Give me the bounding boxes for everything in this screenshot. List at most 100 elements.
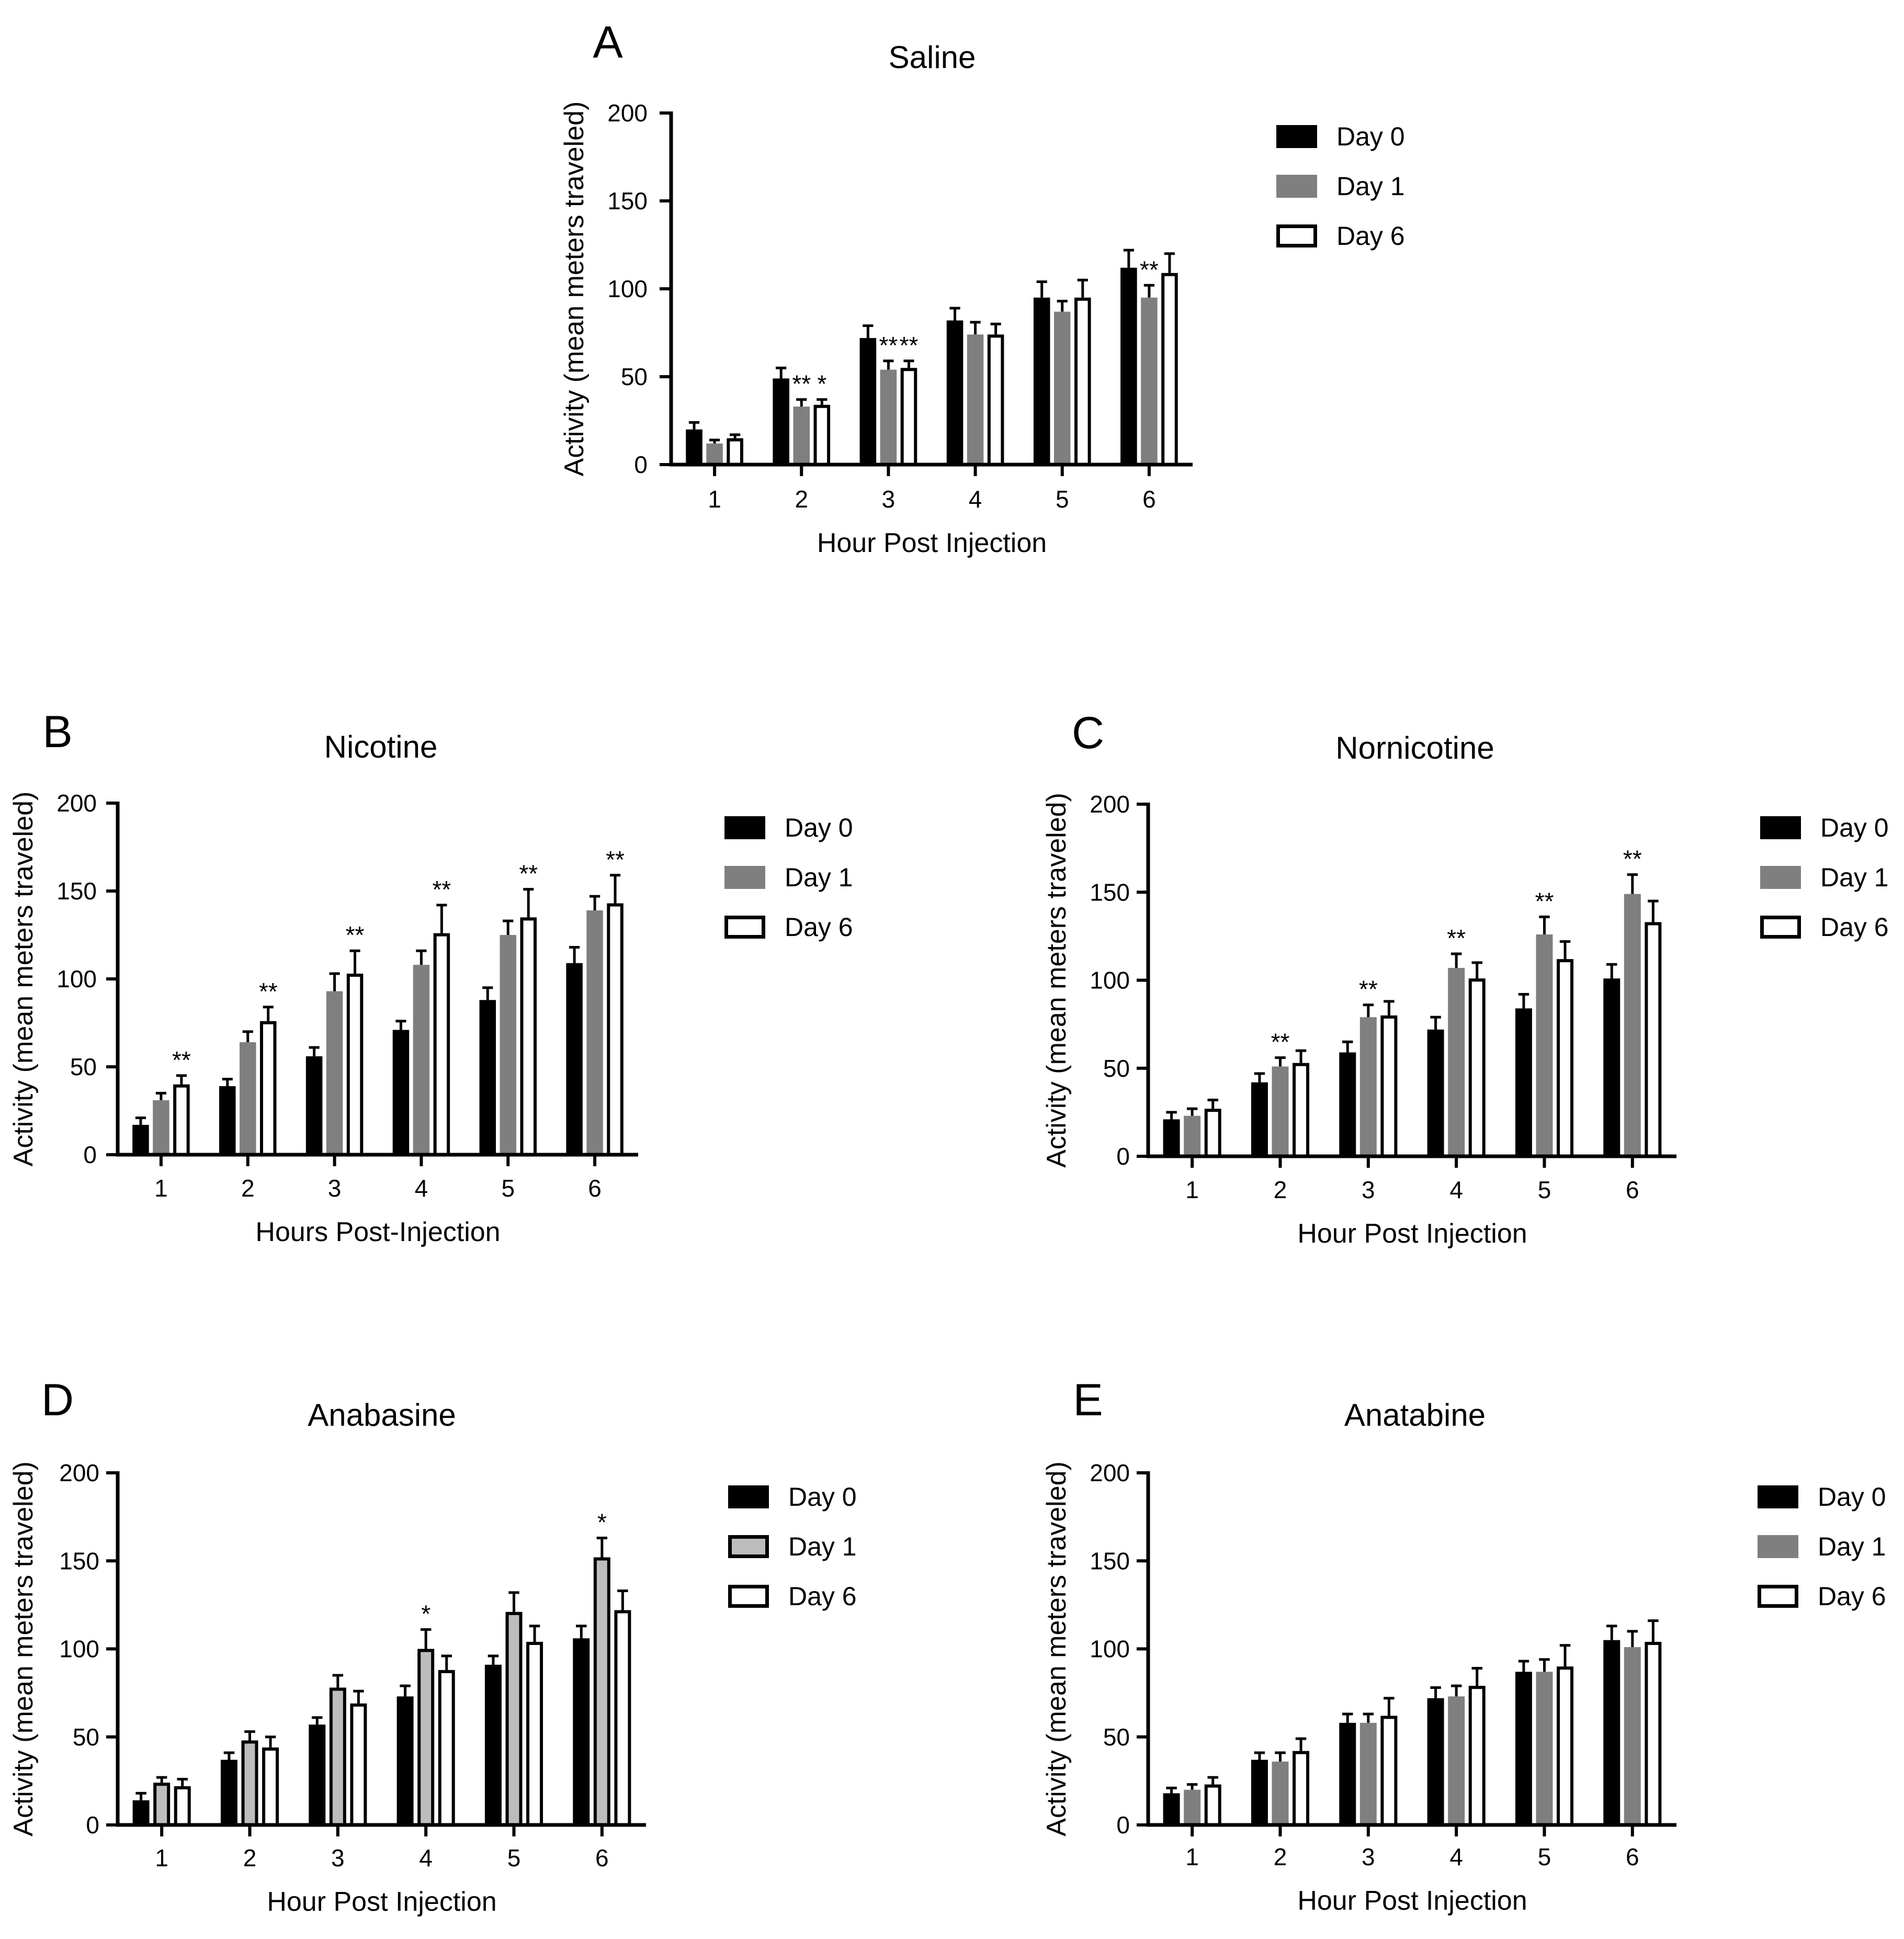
significance-marker: ** — [432, 876, 451, 903]
bar-day-0-hour-2 — [219, 1086, 236, 1155]
bar-day-6-hour-4 — [433, 933, 450, 1156]
chart-title: Anatabine — [1344, 1397, 1486, 1433]
y-tick-label: 200 — [1090, 791, 1130, 818]
chart-title: Saline — [889, 40, 976, 75]
bar-day-0-hour-1 — [1163, 1793, 1180, 1825]
significance-marker: ** — [1140, 256, 1159, 283]
bar-day-6-hour-2 — [262, 1747, 279, 1827]
x-tick-label: 5 — [507, 1844, 521, 1872]
bar-day-6-hour-5 — [520, 917, 537, 1157]
x-tick-label: 4 — [1449, 1176, 1463, 1203]
bar-day-1-hour-4 — [1448, 1696, 1465, 1827]
bar-day-6-hour-3 — [900, 368, 917, 467]
legend-label-day-6: Day 6 — [1818, 1582, 1886, 1611]
legend-label-day-1: Day 1 — [1820, 863, 1889, 892]
bar-day-0-hour-5 — [1515, 1008, 1532, 1156]
bar-day-6-hour-6 — [1645, 922, 1662, 1158]
y-tick-label: 200 — [59, 1459, 99, 1486]
y-tick-label: 100 — [1090, 967, 1130, 994]
significance-marker: ** — [792, 370, 811, 398]
y-tick-label: 0 — [83, 1141, 97, 1168]
x-tick-label: 3 — [1362, 1176, 1375, 1203]
bar-day-1-hour-6 — [586, 910, 603, 1156]
legend-swatch-day-1 — [1276, 175, 1317, 198]
bar-day-1-hour-5 — [505, 1611, 523, 1827]
bar-day-6-hour-3 — [350, 1703, 367, 1827]
bar-day-0-hour-6 — [566, 963, 583, 1155]
y-tick-label: 150 — [56, 877, 97, 905]
bar-day-0-hour-5 — [479, 1000, 496, 1155]
bar-day-0-hour-3 — [859, 338, 877, 465]
bar-day-1-hour-2 — [1272, 1761, 1289, 1827]
y-tick-label: 100 — [607, 275, 648, 302]
chart-title: Nornicotine — [1335, 730, 1494, 765]
panel-letter: D — [41, 1375, 74, 1425]
significance-marker: * — [421, 1600, 430, 1627]
significance-marker: ** — [519, 860, 538, 887]
legend-label-day-1: Day 1 — [1818, 1532, 1886, 1561]
legend-swatch-day-0 — [724, 816, 765, 839]
significance-marker: * — [817, 370, 826, 398]
bar-day-0-hour-1 — [132, 1800, 150, 1825]
x-tick-label: 2 — [241, 1175, 255, 1202]
x-tick-label: 1 — [1185, 1176, 1199, 1203]
legend-label-day-1: Day 1 — [1336, 172, 1405, 201]
x-axis-label: Hours Post-Injection — [255, 1217, 500, 1247]
bar-day-1-hour-1 — [153, 1100, 169, 1157]
legend-swatch-day-1 — [1758, 1535, 1798, 1558]
significance-marker: ** — [259, 978, 278, 1005]
bar-day-6-hour-4 — [438, 1670, 455, 1827]
significance-marker: ** — [172, 1046, 191, 1074]
legend-label-day-0: Day 0 — [1336, 122, 1405, 151]
bar-day-6-hour-1 — [173, 1084, 190, 1157]
bar-day-1-hour-6 — [593, 1557, 610, 1827]
bar-day-0-hour-3 — [1339, 1722, 1356, 1825]
y-tick-label: 0 — [634, 451, 648, 478]
legend-label-day-6: Day 6 — [788, 1582, 857, 1611]
x-tick-label: 4 — [415, 1175, 428, 1202]
x-tick-label: 5 — [1538, 1176, 1551, 1203]
panel-letter: A — [593, 17, 623, 67]
bar-day-1-hour-1 — [706, 443, 723, 466]
legend-swatch-day-6 — [728, 1585, 769, 1608]
bar-day-0-hour-6 — [573, 1638, 590, 1825]
bar-day-1-hour-4 — [1448, 967, 1465, 1158]
bar-day-0-hour-1 — [132, 1124, 149, 1155]
bar-day-6-hour-6 — [1645, 1642, 1662, 1827]
legend-swatch-day-6 — [724, 916, 765, 939]
y-axis-label: Activity (mean meters traveled) — [8, 792, 39, 1167]
bar-day-1-hour-6 — [1624, 1647, 1641, 1827]
bar-day-6-hour-1 — [174, 1786, 191, 1827]
legend-swatch-day-1 — [728, 1535, 769, 1558]
significance-marker: ** — [879, 332, 898, 359]
x-tick-label: 2 — [1274, 1176, 1287, 1203]
bar-day-6-hour-3 — [1380, 1015, 1398, 1158]
panel-d-anabasine-chart: D Anabasine * * 0 50 100 150 200 1 2 3 4 5 6 Hour Post … — [8, 1375, 857, 1917]
bar-day-6-hour-1 — [727, 438, 743, 466]
bar-day-1-hour-3 — [326, 991, 343, 1157]
y-tick-label: 50 — [621, 363, 648, 390]
bar-day-0-hour-2 — [1251, 1082, 1268, 1156]
legend-swatch-day-6 — [1276, 224, 1317, 247]
panel-e-anatabine-chart: E Anatabine 0 50 100 150 200 1 2 3 4 5 6 Hour Post In… — [1041, 1375, 1886, 1916]
significance-marker: ** — [1271, 1029, 1290, 1056]
y-tick-label: 0 — [86, 1811, 99, 1839]
legend-label-day-0: Day 0 — [788, 1482, 857, 1512]
significance-marker: ** — [1359, 976, 1378, 1003]
y-tick-label: 150 — [59, 1547, 99, 1574]
x-axis-label: Hour Post Injection — [817, 528, 1047, 558]
bar-day-1-hour-5 — [500, 935, 517, 1156]
bar-day-6-hour-4 — [1468, 978, 1486, 1158]
x-tick-label: 5 — [501, 1175, 515, 1202]
y-axis-label: Activity (mean meters traveled) — [8, 1461, 39, 1836]
bar-day-1-hour-3 — [329, 1687, 346, 1827]
legend-swatch-day-1 — [724, 866, 765, 889]
legend-label-day-0: Day 0 — [1820, 813, 1889, 842]
legend-label-day-0: Day 0 — [785, 813, 853, 842]
legend-label-day-6: Day 6 — [1820, 912, 1889, 942]
x-tick-label: 1 — [154, 1175, 168, 1202]
bar-day-0-hour-4 — [1427, 1698, 1444, 1825]
legend-swatch-day-0 — [1760, 816, 1801, 839]
